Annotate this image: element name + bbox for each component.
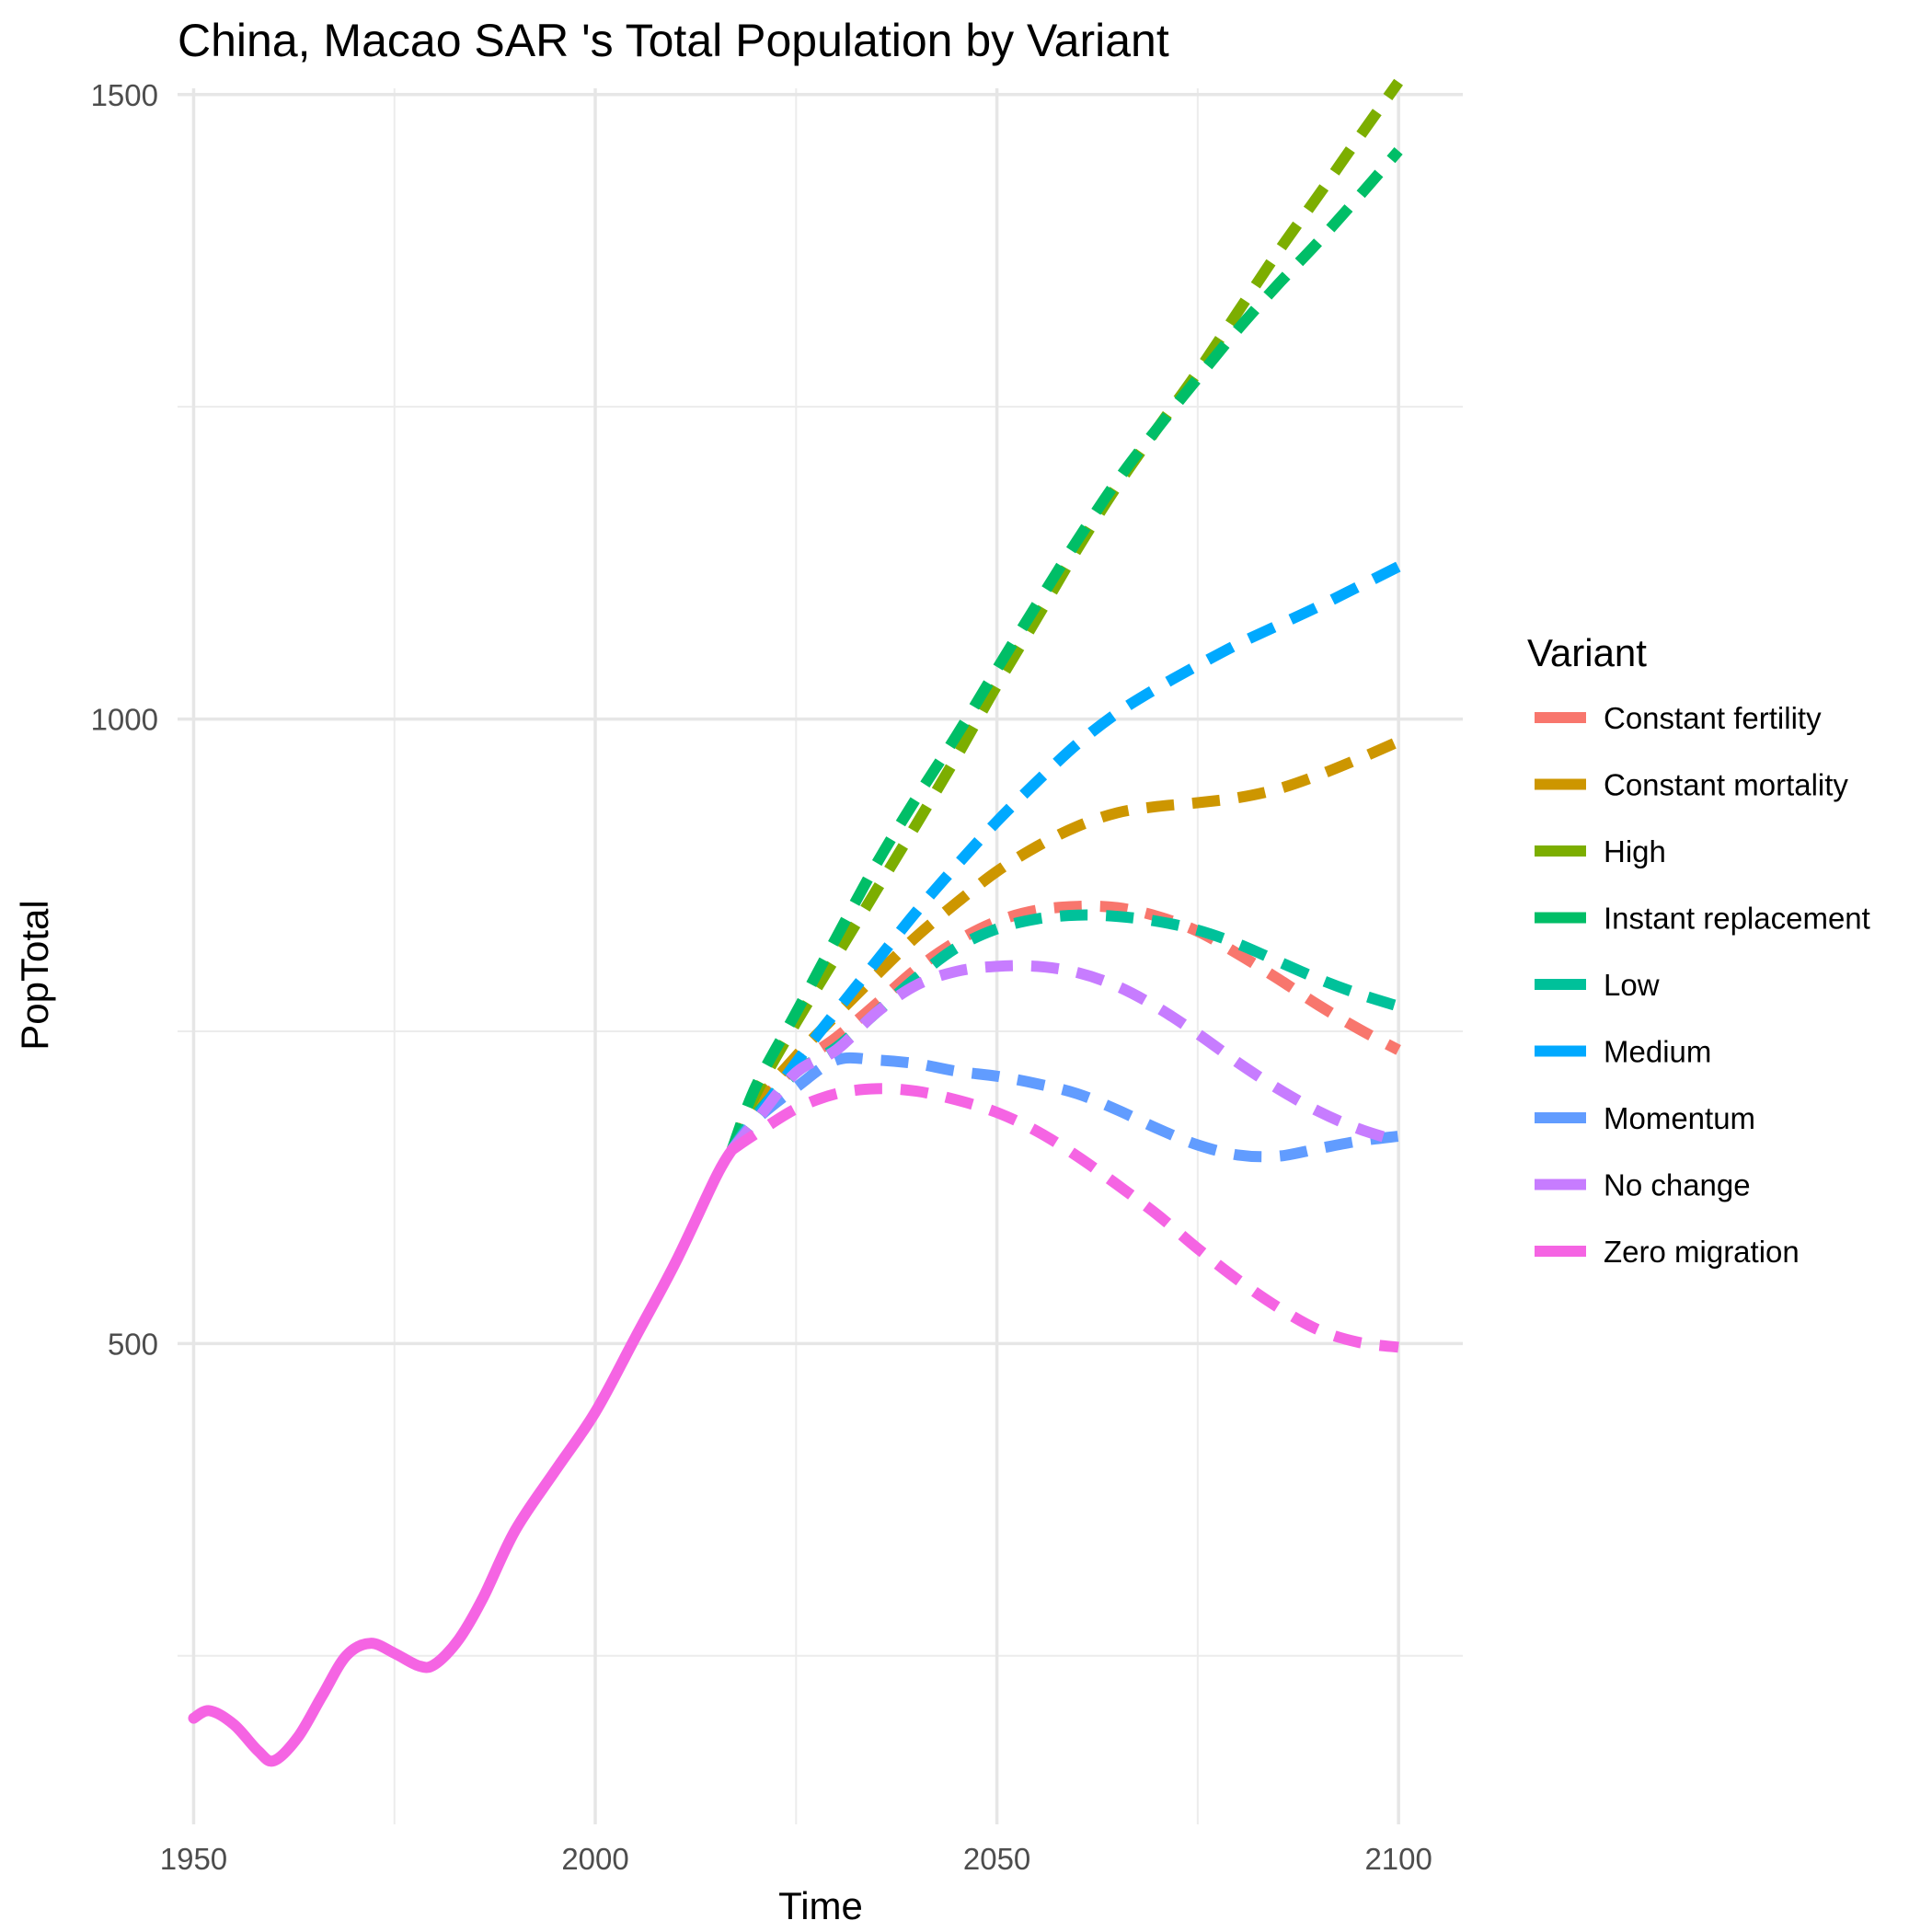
historical-line (188, 1144, 738, 1767)
x-axis-title: Time (778, 1884, 863, 1927)
y-tick-label: 1000 (91, 703, 158, 737)
y-tick-label: 1500 (91, 78, 158, 112)
plot-lines (188, 78, 1404, 1767)
legend-label: Low (1604, 968, 1660, 1002)
legend-label: Momentum (1604, 1101, 1755, 1135)
axis-ticks: 1950 2000 2050 2100 500 1000 1500 (91, 78, 1432, 1876)
series-line-zero-migration (729, 1083, 1399, 1353)
legend: Variant Constant fertility Constant morta… (1527, 631, 1870, 1269)
x-tick-label: 1950 (160, 1842, 227, 1876)
legend-label: No change (1604, 1168, 1751, 1202)
x-tick-label: 2050 (963, 1842, 1030, 1876)
y-axis-title: PopTotal (13, 900, 56, 1050)
series-line-constant-fertility (727, 900, 1401, 1153)
legend-label: Zero migration (1604, 1235, 1800, 1269)
plot-grid (178, 88, 1463, 1824)
legend-label: Medium (1604, 1035, 1711, 1069)
series-line-no-change (727, 960, 1400, 1154)
series-line-low (727, 909, 1400, 1154)
legend-label: Constant fertility (1604, 701, 1822, 735)
series-line-instant-replacement (726, 146, 1403, 1153)
series-line-momentum (727, 1052, 1399, 1163)
legend-label: High (1604, 834, 1666, 868)
x-tick-label: 2100 (1364, 1842, 1432, 1876)
legend-title: Variant (1527, 631, 1647, 674)
y-tick-label: 500 (108, 1327, 158, 1361)
chart-title: China, Macao SAR 's Total Population by … (178, 15, 1169, 66)
legend-label: Constant mortality (1604, 768, 1848, 802)
series-line-high (726, 78, 1404, 1153)
x-tick-label: 2000 (561, 1842, 628, 1876)
legend-label: Instant replacement (1604, 902, 1870, 936)
series-line-medium (727, 561, 1401, 1154)
